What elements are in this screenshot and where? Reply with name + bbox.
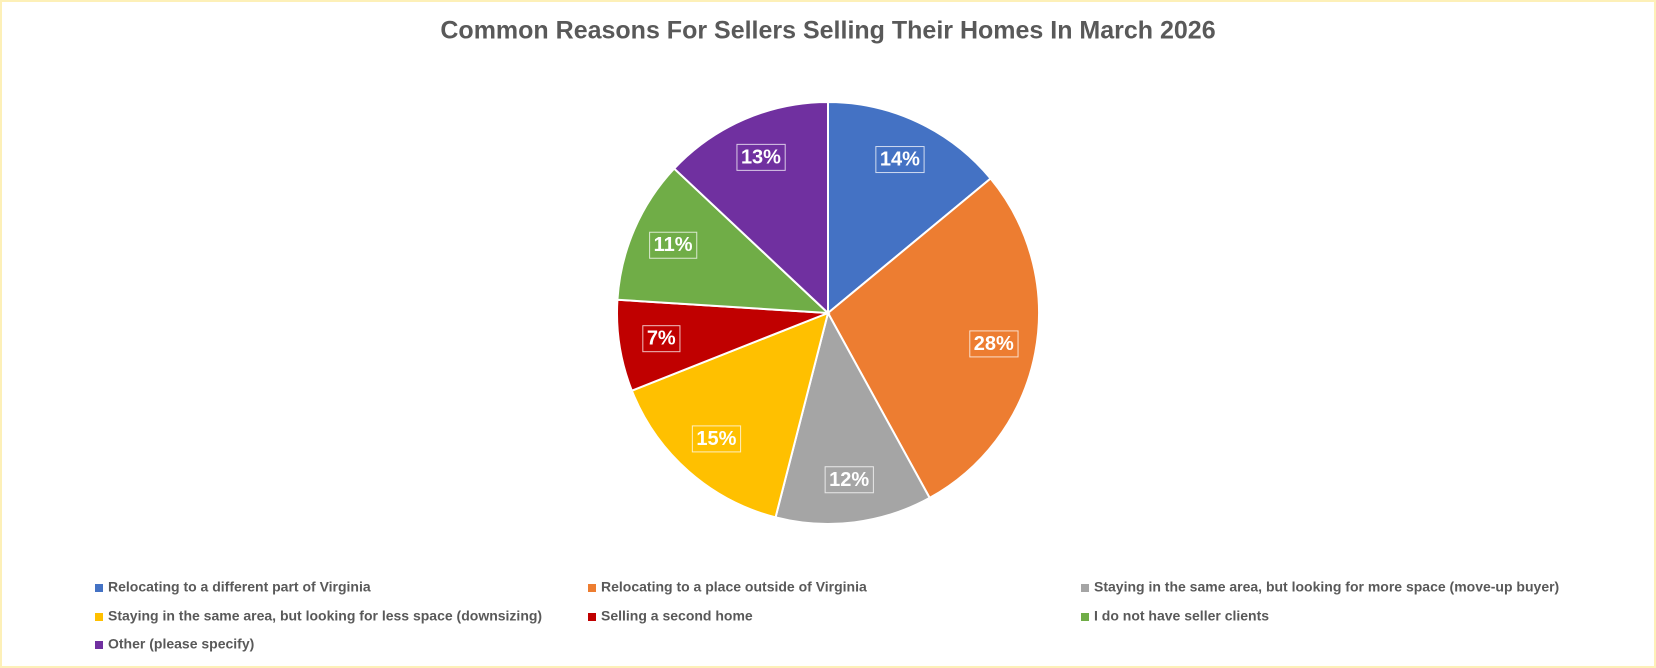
pie-slice: [630, 311, 830, 519]
legend-label: Staying in the same area, but looking fo…: [1094, 579, 1559, 595]
data-label: 13%: [741, 146, 781, 168]
pie-slice: [616, 167, 831, 315]
legend-label: Other (please specify): [108, 636, 254, 652]
legend-swatch: [588, 584, 596, 592]
data-label-box: [642, 325, 681, 353]
data-label: 12%: [829, 469, 869, 491]
pie-slice: [827, 100, 992, 316]
pie-slice: [826, 177, 1040, 500]
data-label: 11%: [654, 234, 693, 256]
legend-label: Relocating to a place outside of Virgini…: [601, 579, 867, 595]
chart-title: Common Reasons For Sellers Selling Their…: [440, 17, 1215, 45]
data-label-box: [875, 146, 925, 174]
legend-swatch: [95, 641, 103, 649]
legend-swatch: [1081, 613, 1089, 621]
data-label-box: [969, 330, 1019, 358]
legend-label: Relocating to a different part of Virgin…: [108, 579, 371, 595]
legend-swatch: [1081, 584, 1089, 592]
legend-label: Selling a second home: [601, 608, 753, 624]
data-label: 15%: [696, 428, 736, 450]
data-label: 28%: [974, 333, 1014, 355]
legend-label: Staying in the same area, but looking fo…: [108, 608, 542, 624]
legend-swatch: [95, 584, 103, 592]
data-label: 14%: [880, 149, 920, 171]
pie-slice: [672, 100, 829, 316]
data-label-box: [736, 143, 786, 171]
data-label-box: [691, 425, 742, 453]
data-label: 7%: [647, 328, 676, 350]
legend-swatch: [95, 613, 103, 621]
pie-slice: [774, 310, 932, 525]
legend-swatch: [588, 613, 596, 621]
data-label-box: [649, 231, 698, 259]
legend-label: I do not have seller clients: [1094, 608, 1269, 624]
data-label-box: [824, 466, 874, 494]
